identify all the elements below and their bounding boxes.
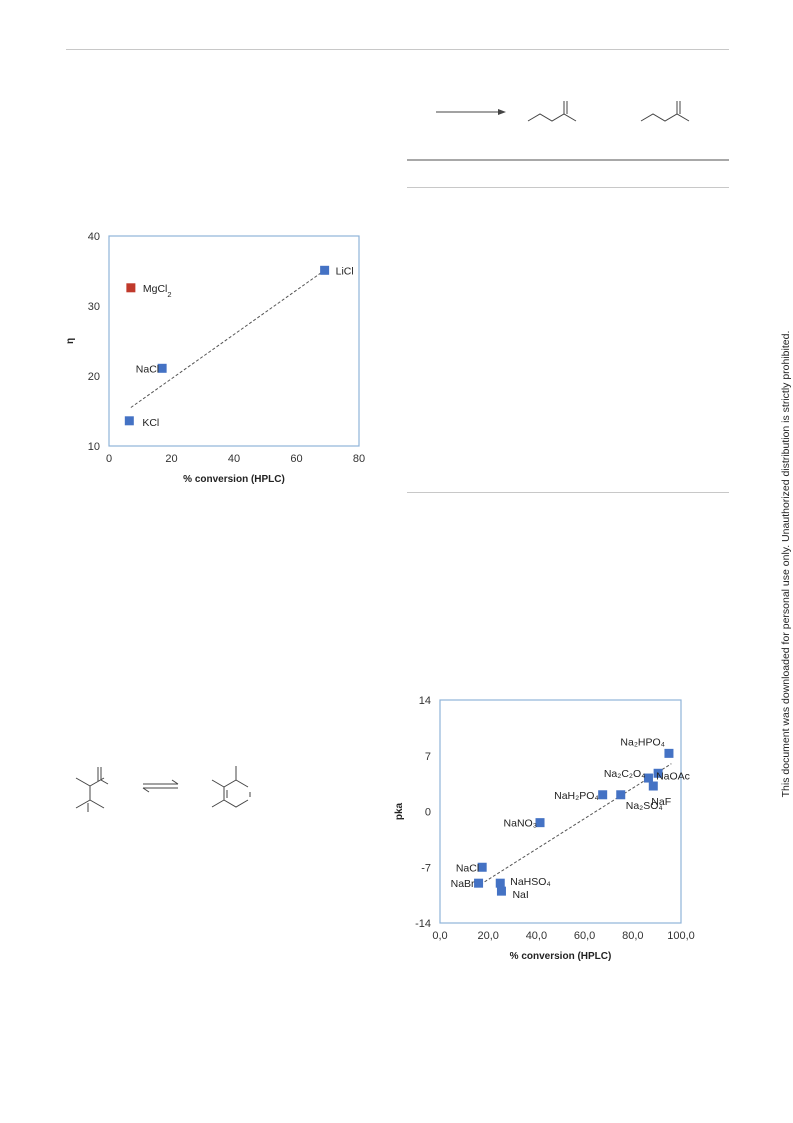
data-label: NaNO₃ — [504, 818, 537, 830]
data-point-nah₂po₄ — [598, 790, 608, 800]
data-label: MgCl2 — [143, 283, 172, 299]
y-tick-label: 0 — [425, 807, 431, 819]
y-tick-label: 10 — [88, 441, 100, 453]
data-label: NaCl — [456, 862, 479, 874]
x-tick-label: 20,0 — [477, 930, 498, 942]
header-rule — [66, 49, 729, 50]
eta-conversion-chart: 0 20 40 60 80 10 20 30 40 % conversion (HPLC) η LiC… — [65, 231, 365, 485]
plot-area — [108, 235, 360, 447]
table-header-rule — [407, 187, 729, 188]
data-label: NaCl — [136, 363, 159, 375]
data-label: NaHSO₄ — [510, 876, 550, 888]
x-tick-label: 80,0 — [622, 930, 643, 942]
reactant-structure — [75, 767, 109, 812]
product-structure-1 — [527, 101, 577, 122]
x-tick-label: 80 — [353, 453, 365, 465]
data-point-licl — [320, 265, 330, 275]
arrow-head-icon — [498, 109, 506, 115]
y-tick-label: -7 — [421, 862, 431, 874]
y-tick-label: 7 — [425, 751, 431, 763]
x-axis-title: % conversion (HPLC) — [510, 951, 612, 962]
data-point-mgcl — [126, 283, 136, 293]
pka-conversion-chart: 0,0 20,0 40,0 60,0 80,0 100,0 -14 -7 0 7 14 % conve… — [394, 695, 695, 962]
data-point-nai — [496, 886, 506, 896]
x-tick-label: 40,0 — [526, 930, 547, 942]
y-tick-label: 14 — [419, 695, 431, 707]
data-point-na₂c₂o₄ — [643, 773, 653, 783]
y-tick-label: 20 — [88, 371, 100, 383]
equilibrium-arrows-icon — [142, 779, 179, 793]
data-point-nacl — [477, 862, 487, 872]
data-point-nano₃ — [535, 818, 545, 828]
data-label: NaH₂PO₄ — [554, 790, 599, 802]
x-tick-label: 20 — [165, 453, 177, 465]
data-label: NaF — [651, 796, 671, 808]
data-point-naf — [648, 781, 658, 791]
data-label: Na₂C₂O₄ — [604, 768, 646, 780]
x-tick-label: 0 — [106, 453, 112, 465]
data-label: KCl — [142, 417, 159, 429]
data-label: NaBr — [451, 878, 475, 890]
data-label: NaI — [512, 889, 528, 901]
y-tick-label: -14 — [415, 918, 431, 930]
x-axis-title: % conversion (HPLC) — [183, 474, 285, 485]
data-label: LiCl — [336, 265, 354, 277]
data-label: NaOAc — [656, 770, 690, 782]
product-structure-2 — [640, 101, 690, 122]
data-label: Na₂HPO₄ — [620, 736, 665, 748]
data-point-naoac — [653, 768, 663, 778]
data-point-kcl — [124, 416, 134, 426]
table-bottom-rule — [407, 492, 729, 493]
data-point-na₂hpo₄ — [664, 748, 674, 758]
x-tick-label: 60 — [290, 453, 302, 465]
trendline — [130, 269, 325, 408]
data-point-nabr — [474, 878, 484, 888]
x-tick-label: 60,0 — [574, 930, 595, 942]
y-tick-label: 30 — [88, 301, 100, 313]
x-tick-label: 40 — [228, 453, 240, 465]
data-point-na₂so₄ — [616, 790, 626, 800]
y-tick-label: 40 — [88, 231, 100, 243]
x-tick-label: 0,0 — [432, 930, 447, 942]
trendline — [475, 763, 672, 888]
data-label-subscript: 2 — [167, 289, 171, 298]
y-axis-title: η — [65, 338, 76, 344]
data-point-nahso₄ — [495, 878, 505, 888]
y-axis-title: pka — [394, 802, 405, 820]
x-tick-label: 100,0 — [667, 930, 695, 942]
table-top-rule — [407, 159, 729, 161]
data-point-nacl — [157, 363, 167, 373]
product-ring-structure — [211, 766, 251, 808]
data-label: Na₂SO₄ — [626, 800, 663, 812]
